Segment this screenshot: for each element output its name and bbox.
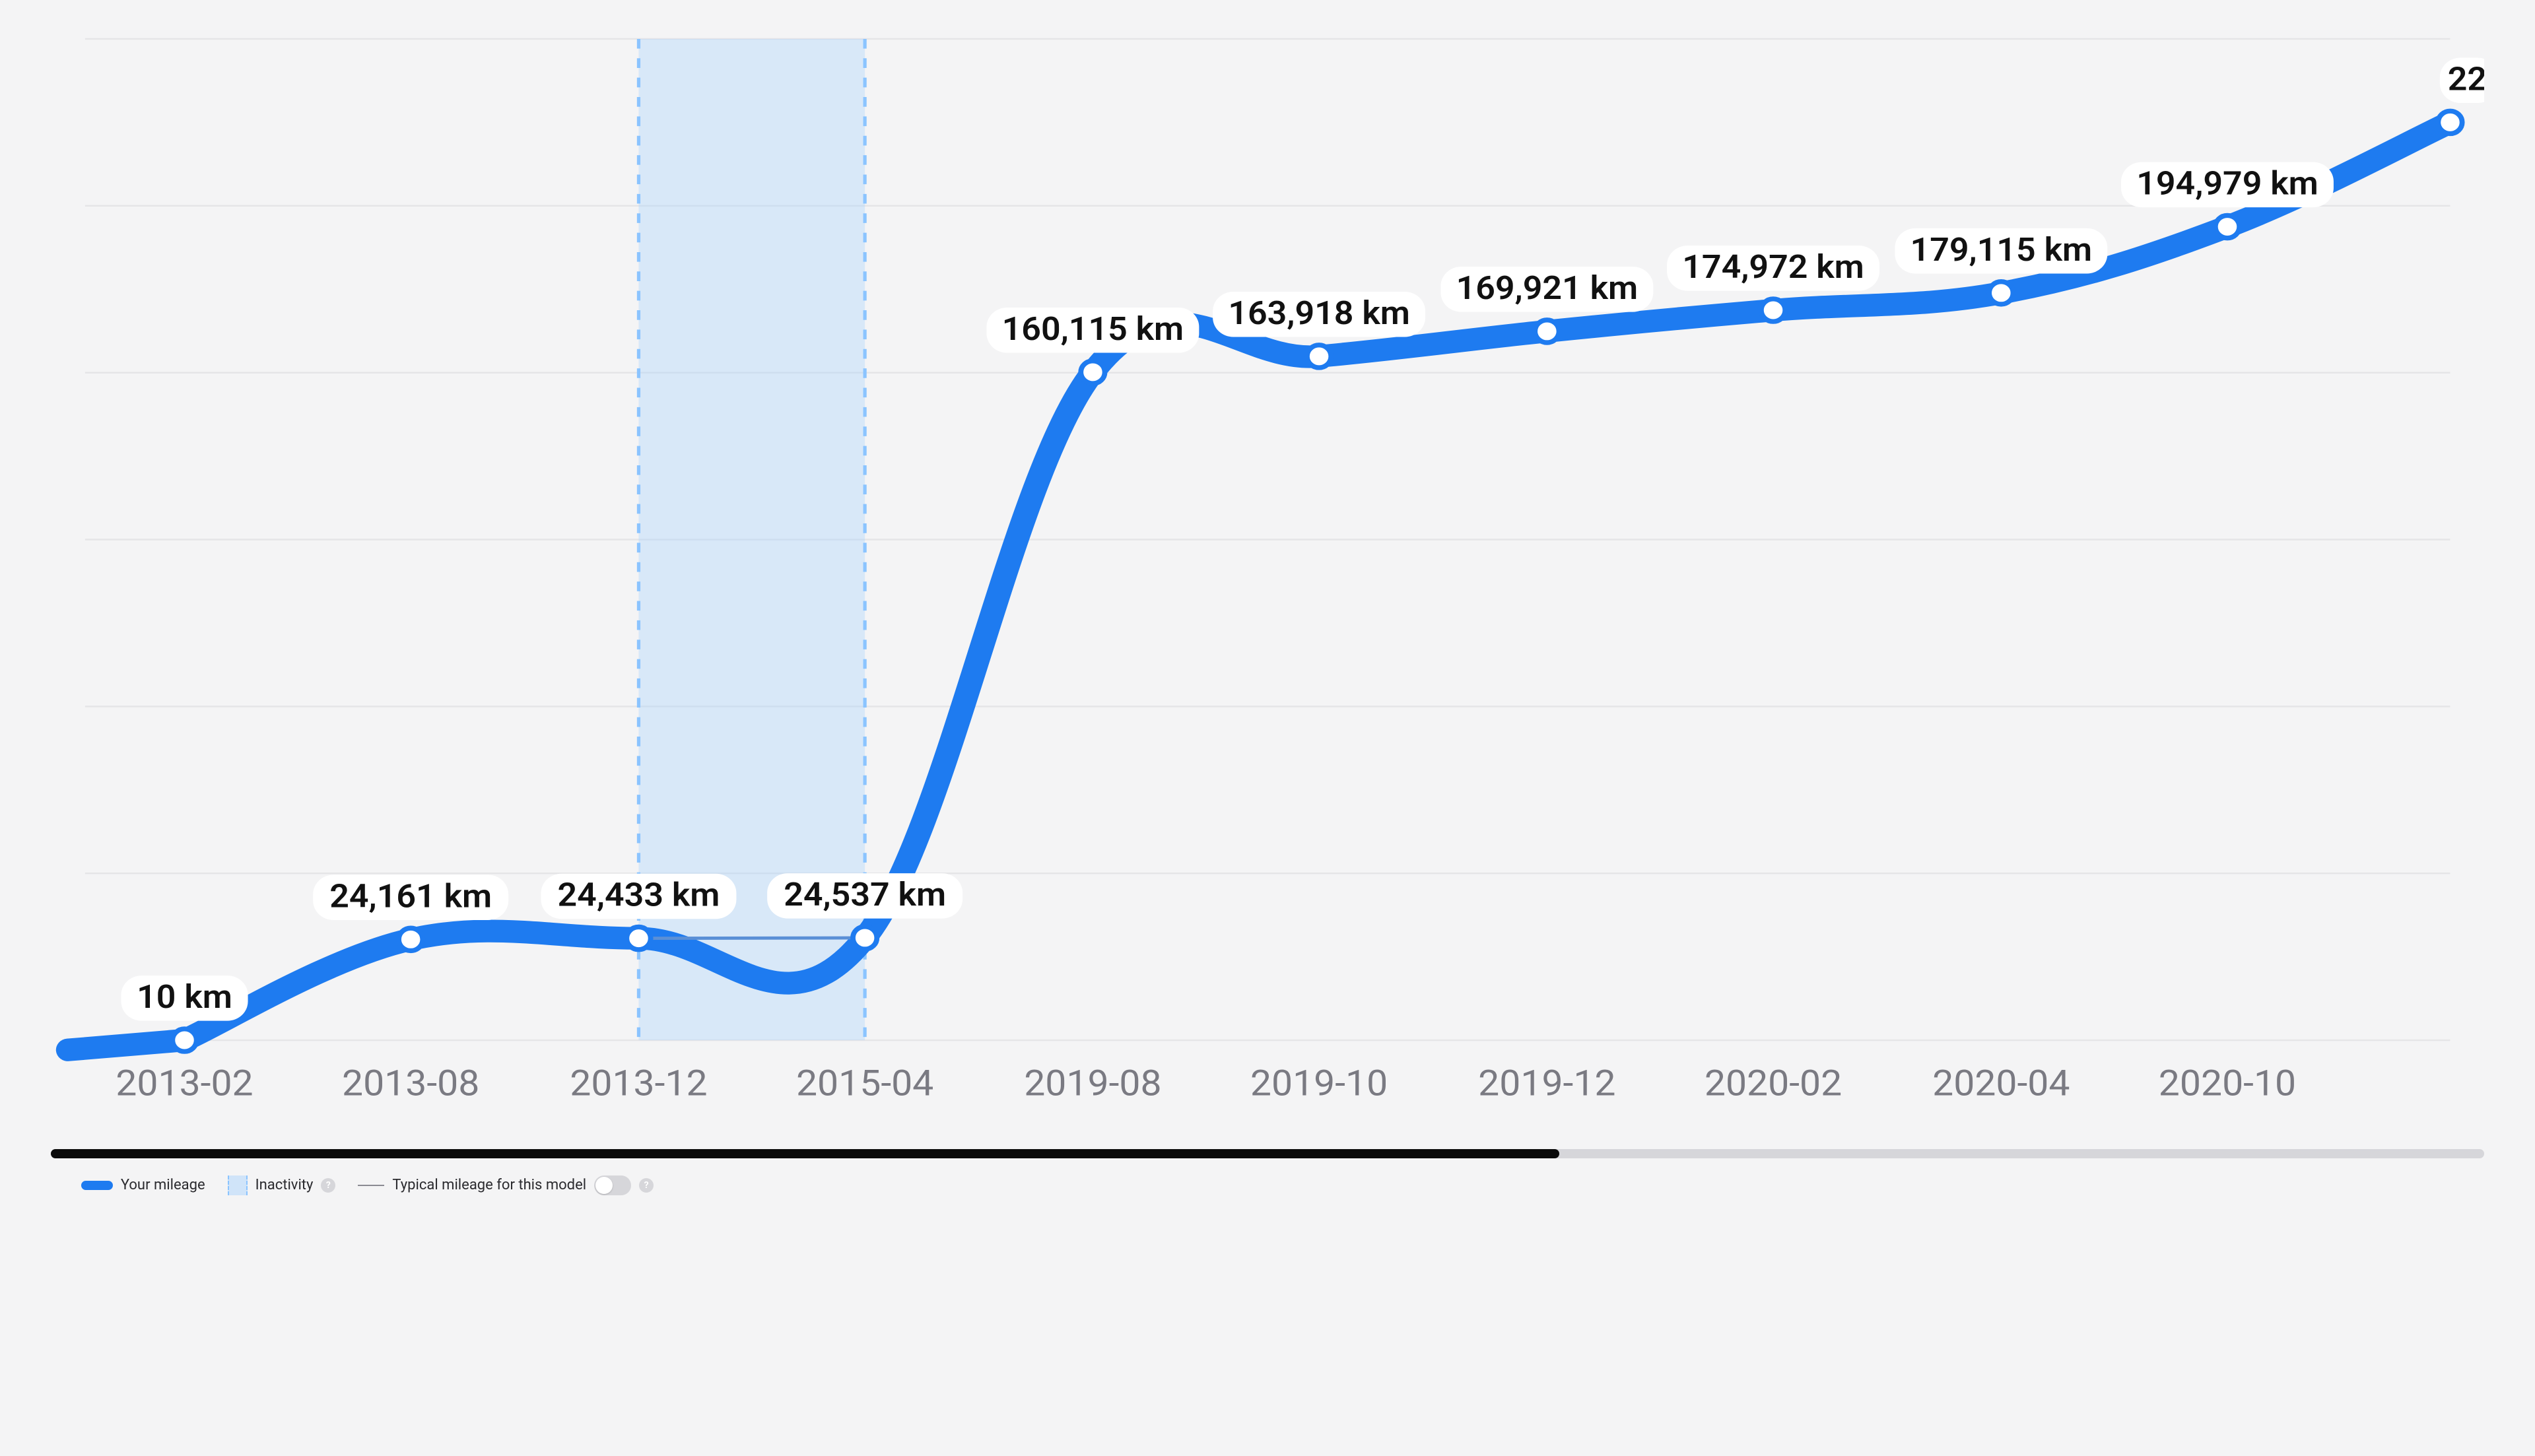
data-point[interactable] xyxy=(2438,111,2462,133)
x-axis-tick: 2015-04 xyxy=(796,1063,933,1104)
legend-typical-label: Typical mileage for this model xyxy=(392,1177,586,1193)
data-point[interactable] xyxy=(1761,299,1785,321)
data-point[interactable] xyxy=(626,927,650,949)
data-point-label: 10 km xyxy=(137,978,232,1016)
data-point-label: 163,918 km xyxy=(1228,294,1409,332)
x-axis-tick: 2013-02 xyxy=(116,1063,253,1104)
help-icon[interactable]: ? xyxy=(321,1178,335,1193)
legend: Your mileage Inactivity ? Typical mileag… xyxy=(81,1175,2535,1195)
typical-swatch xyxy=(358,1185,384,1186)
legend-inactivity: Inactivity ? xyxy=(228,1175,336,1195)
chart-scrollbar-thumb[interactable] xyxy=(51,1149,1560,1158)
chart-frame: 10 km 24,161 km 24,433 km 24,537 km 160,115 … xyxy=(0,0,2535,1456)
data-point[interactable] xyxy=(1535,320,1559,343)
data-point-label: 194,979 km xyxy=(2136,165,2318,203)
x-axis-tick: 2013-12 xyxy=(570,1063,707,1104)
data-point-label: 22 xyxy=(2448,61,2485,98)
x-axis-tick: 2020-02 xyxy=(1705,1063,1842,1104)
inactivity-swatch xyxy=(228,1175,248,1195)
data-point-label: 174,972 km xyxy=(1682,248,1864,286)
data-point[interactable] xyxy=(853,927,877,949)
data-point-label: 160,115 km xyxy=(1001,310,1183,348)
typical-toggle[interactable] xyxy=(594,1175,631,1195)
data-point-label: 24,161 km xyxy=(329,878,492,915)
chart-scrollbar[interactable] xyxy=(51,1149,2484,1158)
legend-typical: Typical mileage for this model ? xyxy=(358,1175,654,1195)
x-axis-tick: 2020-10 xyxy=(2159,1063,2296,1104)
data-point[interactable] xyxy=(399,928,422,950)
data-point[interactable] xyxy=(2215,215,2239,238)
data-point[interactable] xyxy=(1081,361,1104,383)
x-axis-tick: 2019-08 xyxy=(1024,1063,1161,1104)
legend-your-mileage: Your mileage xyxy=(81,1177,205,1193)
data-point[interactable] xyxy=(172,1029,196,1051)
toggle-knob xyxy=(595,1177,613,1194)
x-axis-tick: 2019-12 xyxy=(1478,1063,1615,1104)
chart-svg: 10 km 24,161 km 24,433 km 24,537 km 160,115 … xyxy=(51,7,2484,1137)
data-point-label: 179,115 km xyxy=(1910,231,2091,269)
data-point[interactable] xyxy=(1307,345,1331,368)
your-mileage-swatch xyxy=(81,1181,113,1190)
legend-inactivity-label: Inactivity xyxy=(255,1177,314,1193)
x-axis-tick: 2019-10 xyxy=(1250,1063,1388,1104)
data-point-label: 24,433 km xyxy=(557,877,720,914)
data-point-label: 169,921 km xyxy=(1456,269,1637,307)
mileage-chart: 10 km 24,161 km 24,433 km 24,537 km 160,115 … xyxy=(51,7,2484,1137)
x-axis-tick: 2013-08 xyxy=(342,1063,479,1104)
data-point[interactable] xyxy=(1989,282,2013,304)
x-axis-tick: 2020-04 xyxy=(1932,1063,2070,1104)
data-point-label: 24,537 km xyxy=(784,876,946,913)
legend-your-mileage-label: Your mileage xyxy=(121,1177,205,1193)
help-icon[interactable]: ? xyxy=(639,1178,654,1193)
